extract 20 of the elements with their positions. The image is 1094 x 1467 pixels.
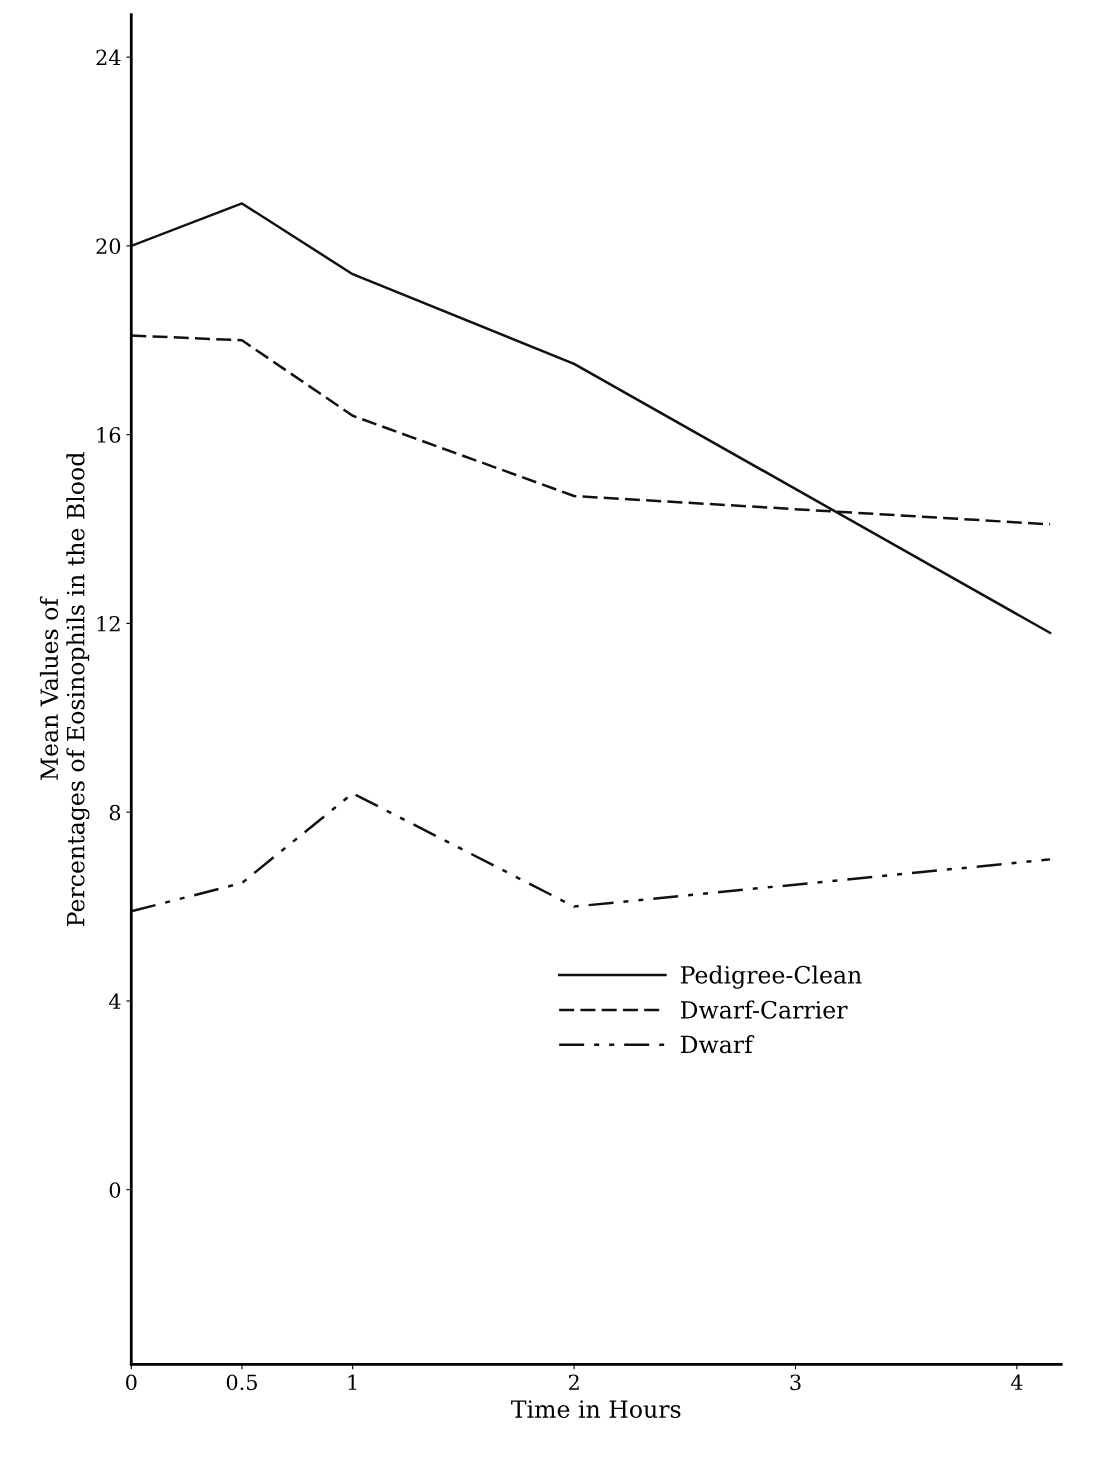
x-tick-label: 1 [348,1374,357,1390]
y-tick-label: 8 [109,804,121,821]
legend-label: Dwarf-Carrier [680,1000,848,1019]
line-series [131,792,1052,913]
x-axis-title: Time in Hours [511,1400,681,1419]
y-tick-label: 20 [96,238,121,255]
y-tick-label: 24 [96,49,121,66]
x-tick-label: 4 [1010,1374,1023,1390]
x-tick-label: 2 [568,1374,579,1390]
legend-label: Pedigree-Clean [680,965,862,989]
y-tick-label: 0 [109,1182,121,1198]
x-tick-label: 0 [126,1374,137,1391]
x-tick-label: 3 [790,1374,801,1391]
line-series [131,202,1052,635]
y-tick-label: 16 [97,427,121,443]
y-tick-label: 12 [97,615,120,632]
legend-label: Dwarf [680,1035,755,1054]
y-axis-title: Mean Values of Percentages of Eosinophils in the Blood [39,452,90,927]
x-tick-label: 0.5 [226,1374,257,1391]
y-tick-label: 4 [108,993,121,1009]
